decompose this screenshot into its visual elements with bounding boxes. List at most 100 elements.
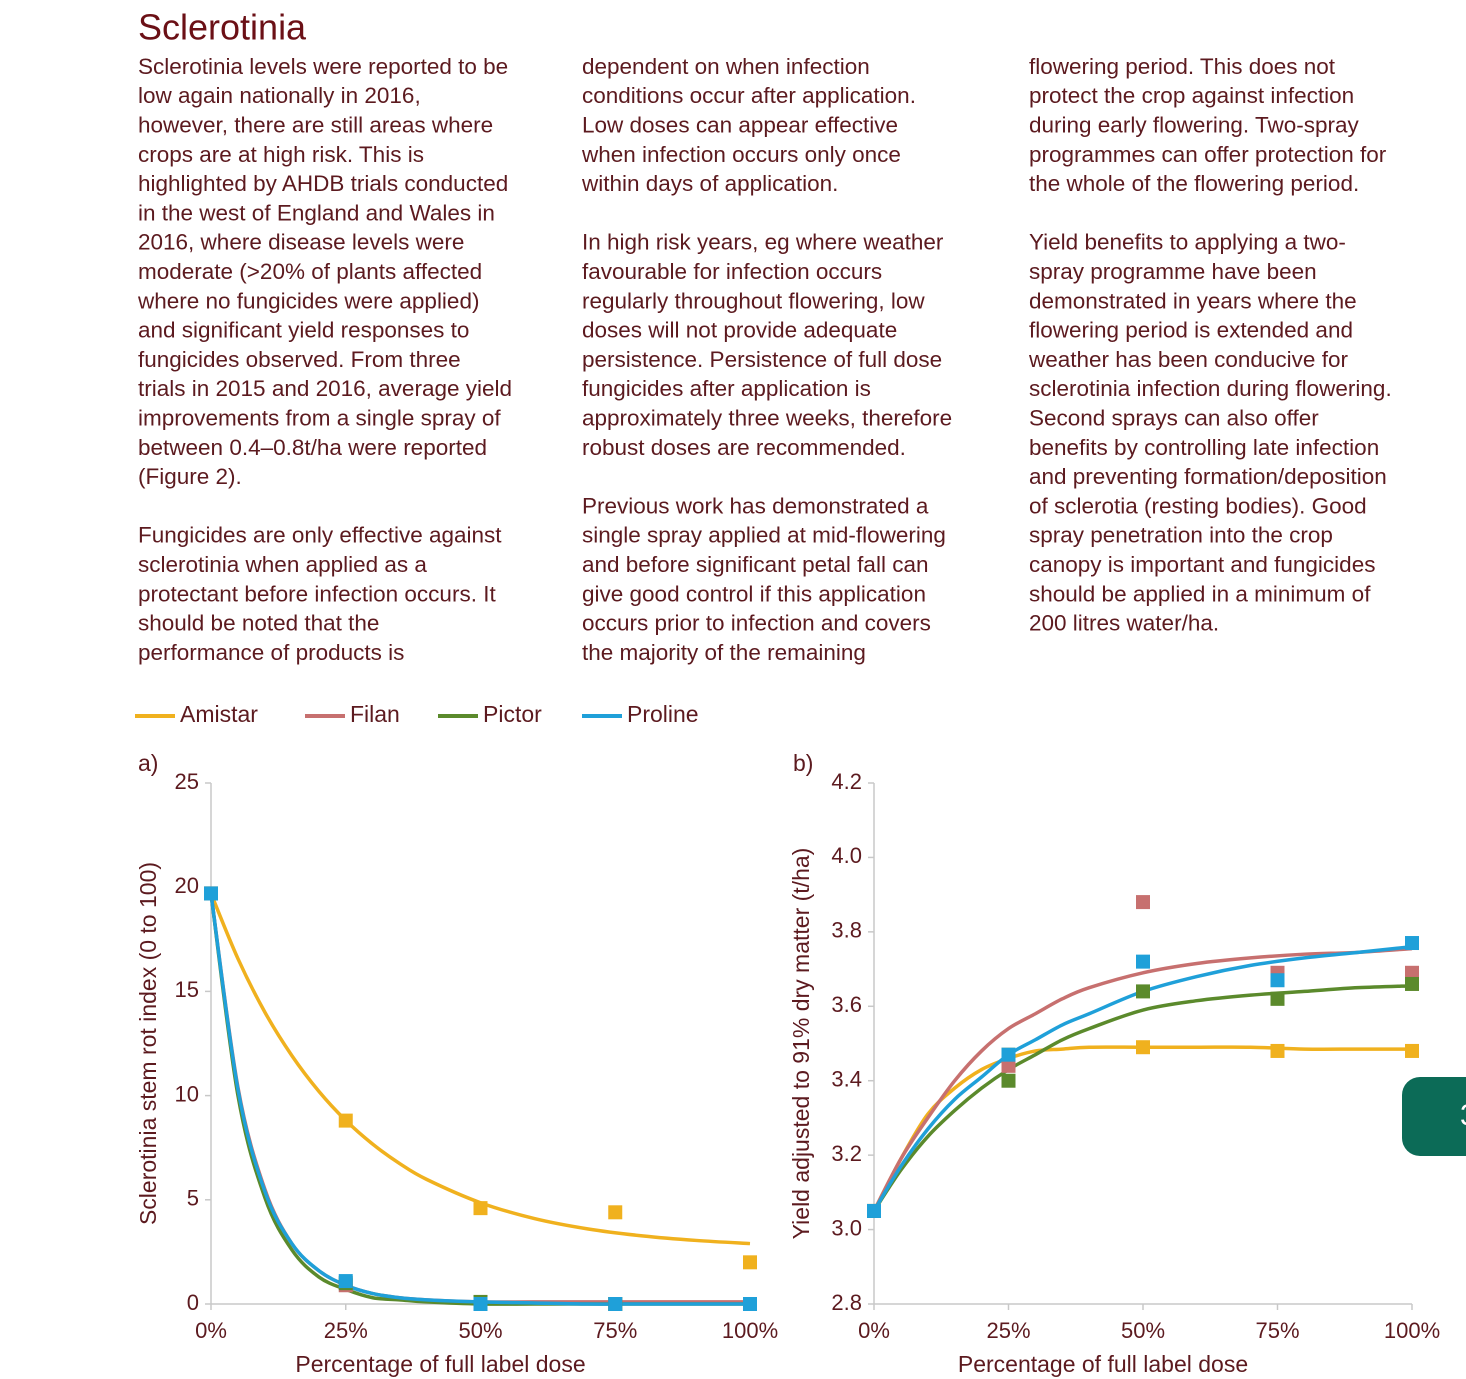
body-line: crops are at high risk. This is [138, 142, 424, 167]
body-line: canopy is important and fungicides [1029, 552, 1375, 577]
body-line: flowering period is extended and [1029, 318, 1353, 343]
body-line: benefits by controlling late infection [1029, 435, 1379, 460]
body-line: moderate (>20% of plants affected [138, 259, 482, 284]
y-tick-label: 3.8 [831, 918, 862, 943]
body-line: robust doses are recommended. [582, 435, 906, 460]
data-marker [1270, 973, 1285, 988]
x-tick-label: 25% [986, 1318, 1030, 1343]
body-line: protectant before infection occurs. It [138, 581, 496, 606]
x-tick-label: 50% [1121, 1318, 1165, 1343]
data-marker [473, 1297, 488, 1311]
x-tick-label: 50% [458, 1318, 502, 1343]
data-marker [1136, 895, 1150, 910]
x-tick-label: 100% [722, 1318, 778, 1343]
body-line: fungicides observed. From three [138, 347, 461, 372]
x-tick-label: 0% [858, 1318, 890, 1343]
body-line: where no fungicides were applied) [137, 288, 479, 313]
body-line: low again nationally in 2016, [138, 83, 421, 108]
panel-label: a) [138, 750, 158, 776]
data-marker [867, 1203, 881, 1218]
data-marker [1270, 991, 1285, 1006]
body-line: Yield benefits to applying a two- [1029, 230, 1346, 255]
data-marker [473, 1201, 488, 1216]
body-line: programmes can offer protection for [1029, 142, 1387, 167]
y-tick-label: 10 [175, 1081, 199, 1106]
body-line: 2016, where disease levels were [138, 230, 464, 255]
x-tick-label: 75% [1255, 1318, 1299, 1343]
legend-label: Proline [627, 701, 699, 727]
y-axis-title: Yield adjusted to 91% dry matter (t/ha) [788, 848, 814, 1240]
body-line: trials in 2015 and 2016, average yield [138, 376, 512, 401]
x-tick-label: 75% [593, 1318, 637, 1343]
data-marker [1405, 965, 1419, 980]
body-line: spray penetration into the crop [1029, 523, 1333, 548]
body-line: In high risk years, eg where weather [582, 230, 944, 255]
body-line: spray programme have been [1029, 259, 1317, 284]
body-line: (Figure 2). [138, 464, 242, 489]
body-line: protect the crop against infection [1029, 83, 1354, 108]
body-line: and before significant petal fall can [582, 552, 928, 577]
y-tick-label: 3.2 [831, 1141, 862, 1166]
body-line: highlighted by AHDB trials conducted [138, 171, 508, 196]
data-marker [338, 1113, 353, 1128]
body-line: should be applied in a minimum of [1029, 581, 1371, 606]
legend-label: Filan [350, 701, 400, 727]
page-tab-number: 3 [1460, 1099, 1466, 1132]
body-line: Low doses can appear effective [582, 113, 898, 138]
body-line: during early flowering. Two-spray [1029, 113, 1359, 138]
body-line: should be noted that the [138, 611, 379, 636]
body-line: regularly throughout flowering, low [582, 288, 925, 313]
y-tick-label: 5 [187, 1186, 199, 1211]
legend-label: Amistar [180, 701, 258, 727]
data-marker [1136, 1040, 1150, 1055]
body-line: the whole of the flowering period. [1029, 171, 1359, 196]
fit-curve [209, 892, 751, 1246]
data-marker [743, 1255, 757, 1270]
body-line: improvements from a single spray of [138, 406, 501, 431]
panel-label: b) [793, 750, 813, 776]
body-line: single spray applied at mid-flowering [582, 523, 946, 548]
fit-curve [872, 984, 1413, 1212]
body-line: in the west of England and Wales in [138, 200, 495, 225]
body-line: when infection occurs only once [581, 142, 901, 167]
body-line: the majority of the remaining [582, 640, 866, 665]
body-line: within days of application. [581, 171, 838, 196]
body-line: weather has been conducive for [1028, 347, 1348, 372]
legend-label: Pictor [483, 701, 542, 727]
body-line: dependent on when infection [582, 54, 870, 79]
body-line: sclerotinia when applied as a [138, 552, 427, 577]
body-line: demonstrated in years where the [1029, 288, 1357, 313]
body-line: and preventing formation/deposition [1029, 464, 1387, 489]
body-line: persistence. Persistence of full dose [582, 347, 942, 372]
body-line: doses will not provide adequate [582, 318, 897, 343]
data-marker [204, 886, 218, 901]
body-line: of sclerotia (resting bodies). Good [1029, 493, 1367, 518]
x-tick-label: 25% [324, 1318, 368, 1343]
x-axis-title: Percentage of full label dose [958, 1351, 1248, 1377]
x-tick-label: 100% [1384, 1318, 1440, 1343]
data-marker [1001, 1073, 1016, 1088]
data-marker [1136, 954, 1150, 969]
body-line: 200 litres water/ha. [1029, 611, 1219, 636]
body-line: fungicides after application is [582, 376, 871, 401]
y-tick-label: 0 [187, 1290, 199, 1315]
x-tick-label: 0% [195, 1318, 227, 1343]
data-marker [1270, 1043, 1285, 1058]
body-line: approximately three weeks, therefore [582, 406, 952, 431]
body-line: Fungicides are only effective against [138, 523, 502, 548]
body-line: occurs prior to infection and covers [582, 611, 931, 636]
data-marker [608, 1205, 623, 1220]
page-tab [1402, 1077, 1466, 1156]
y-tick-label: 15 [175, 977, 199, 1002]
y-tick-label: 3.4 [831, 1067, 862, 1092]
body-line: Sclerotinia levels were reported to be [138, 54, 508, 79]
data-marker [338, 1274, 353, 1289]
data-marker [1001, 1047, 1016, 1062]
y-tick-label: 3.6 [831, 992, 862, 1017]
data-marker [608, 1297, 623, 1311]
body-line: flowering period. This does not [1029, 54, 1336, 79]
y-tick-label: 3.0 [831, 1215, 862, 1240]
x-axis-title: Percentage of full label dose [295, 1351, 585, 1377]
